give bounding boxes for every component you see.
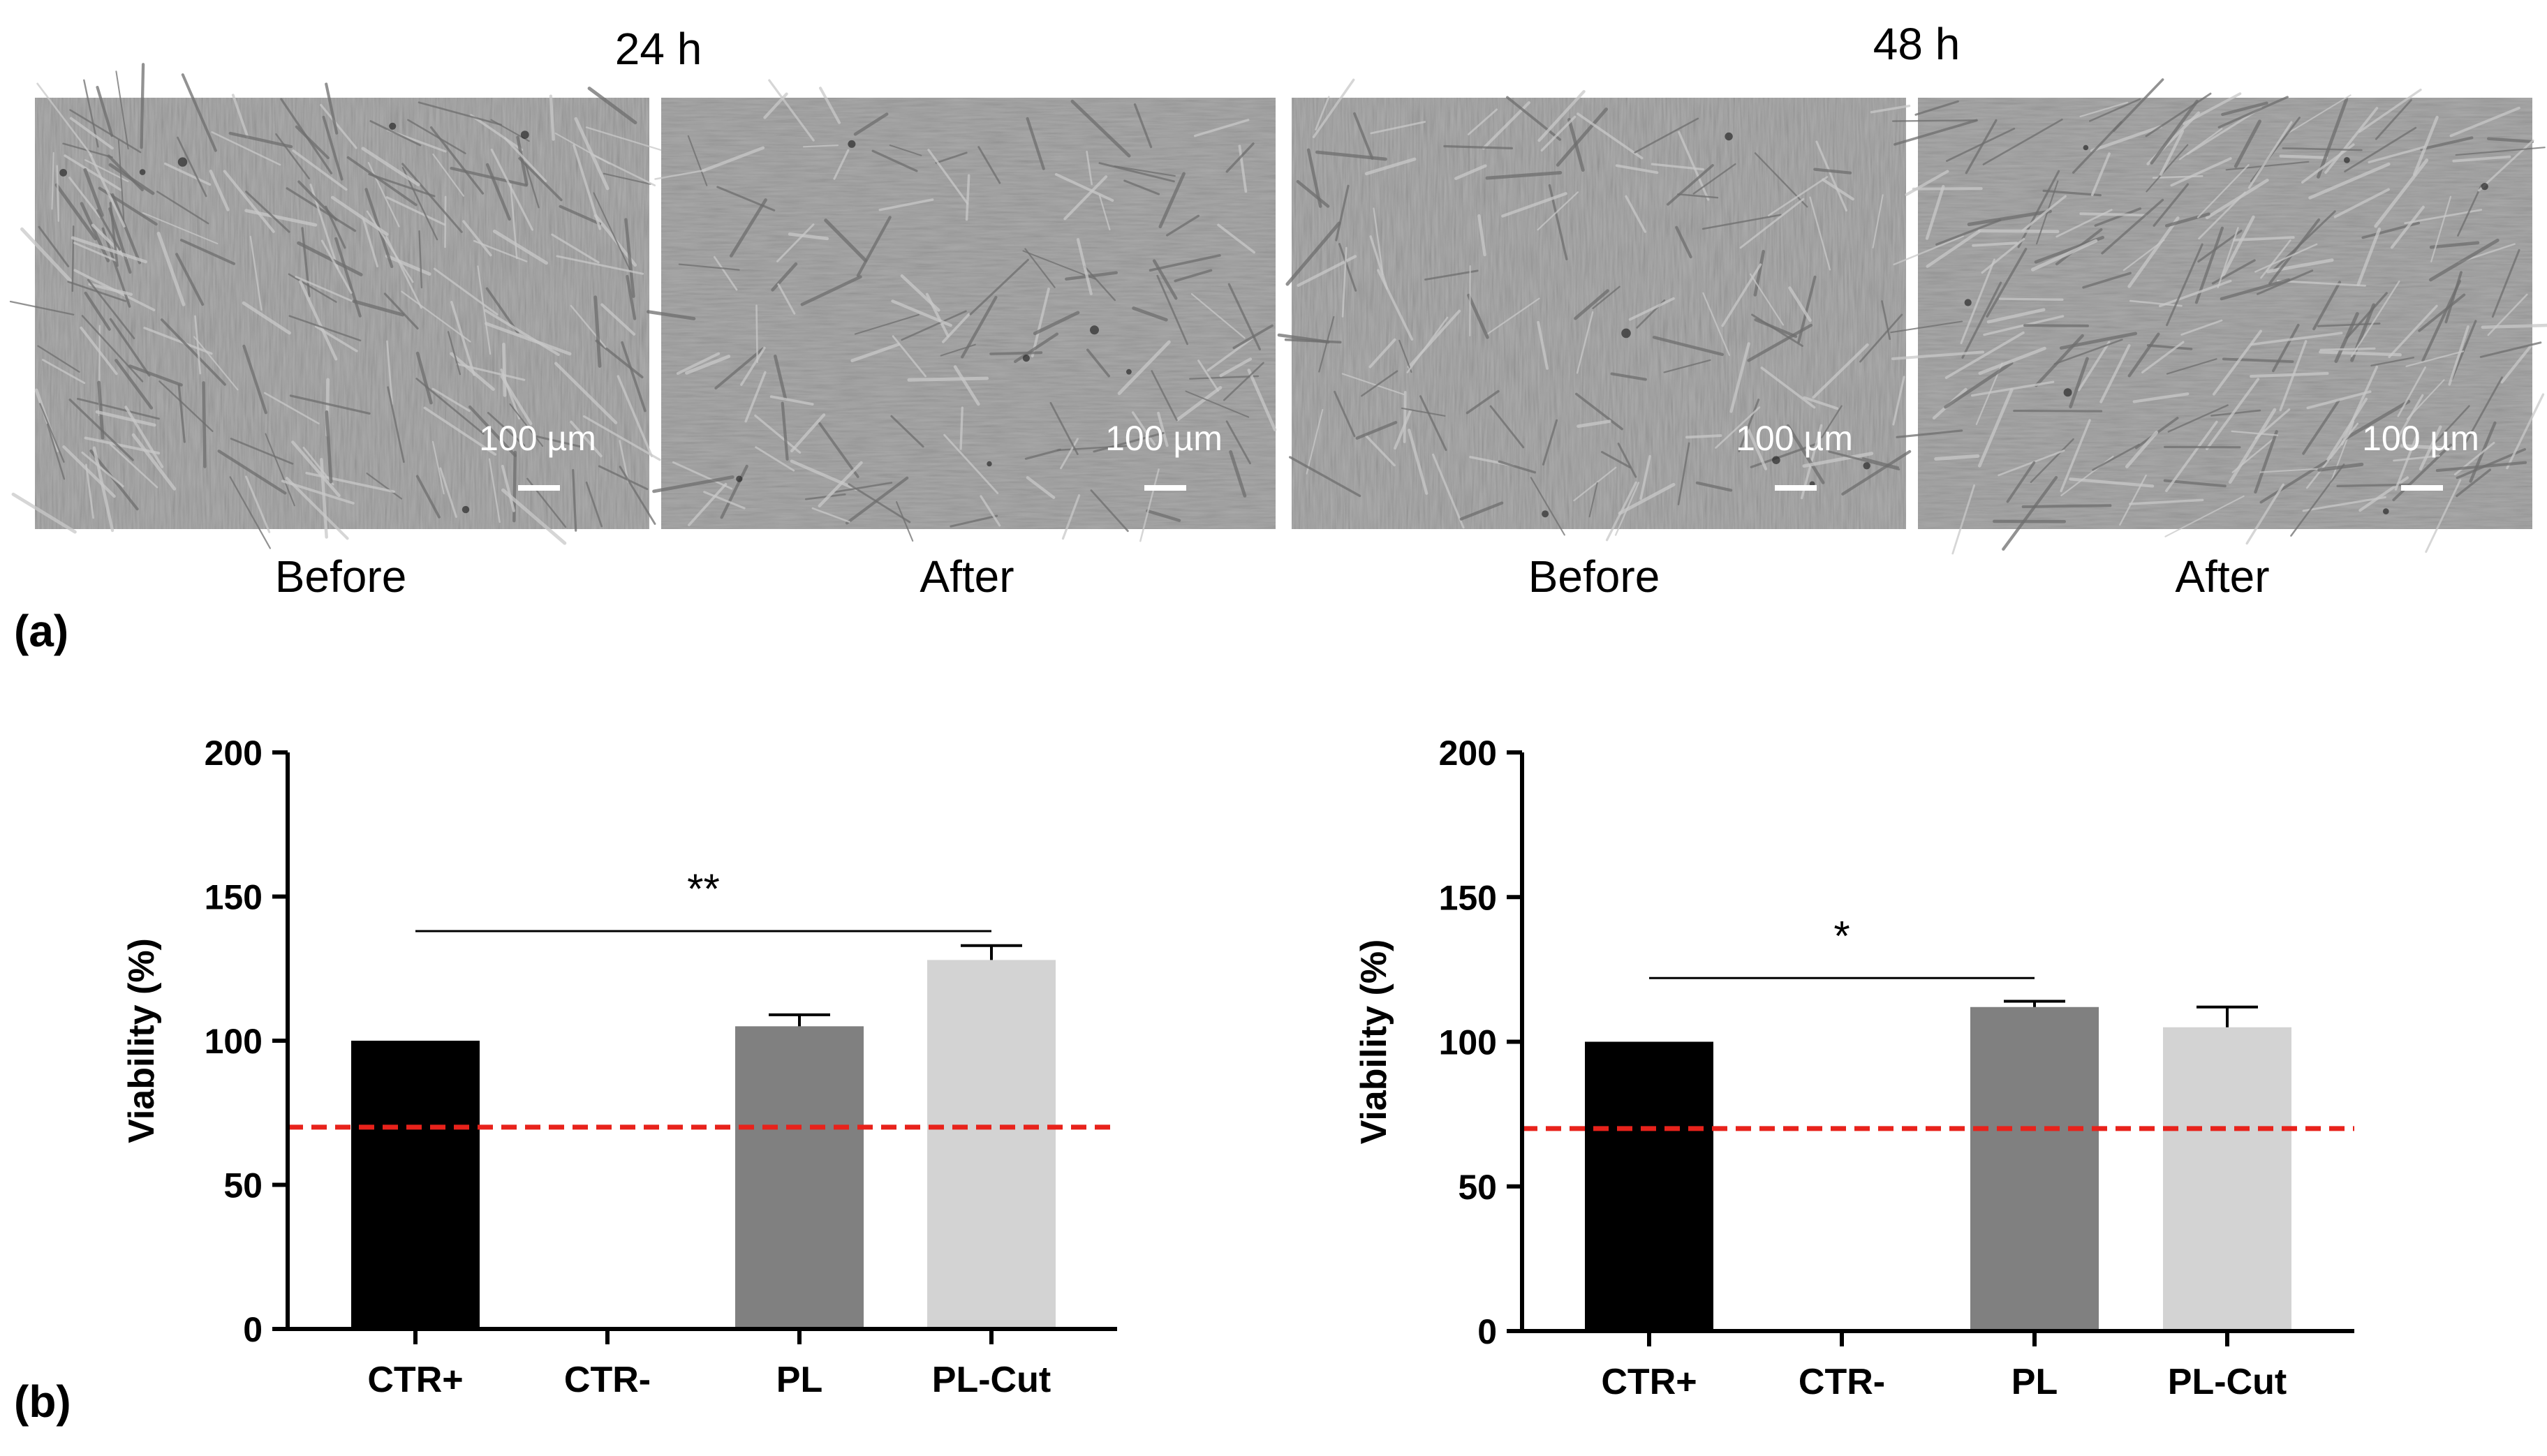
- x-tick-label-ctr+: CTR+: [1601, 1362, 1697, 1402]
- x-tick-label-pl: PL: [776, 1360, 822, 1400]
- panel-b: 0 50 100 150 200 CTR+ CTR- PL PL-Cut Viability (%…: [14, 734, 2354, 1427]
- micrograph-row: 100 µm 100 µm 100 µm 100 µm: [9, 63, 2547, 555]
- x-tick-label-pl: PL: [2011, 1362, 2058, 1402]
- y-tick-label: 150: [205, 878, 263, 917]
- bars: [351, 960, 1056, 1329]
- y-tick-label: 50: [223, 1166, 263, 1205]
- significance-marker: **: [687, 866, 720, 912]
- panel-a: 24 h 48 h 100 µm 100 µm 100 µm 100 µm Befor…: [9, 19, 2547, 656]
- scale-bar: [2401, 485, 2443, 491]
- significance-marker: *: [1833, 912, 1850, 959]
- bar-pl-cut: [2163, 1027, 2291, 1331]
- panel-b-label: (b): [14, 1376, 71, 1427]
- y-tick-label: 50: [1458, 1168, 1497, 1207]
- bar-ctr+: [351, 1041, 480, 1329]
- time-label-24h: 24 h: [615, 24, 702, 74]
- x-tick-label-ctr-: CTR-: [1799, 1362, 1885, 1402]
- bar-pl: [1970, 1006, 2099, 1331]
- micrograph-texture: [35, 98, 649, 529]
- x-tick-label-ctr-: CTR-: [564, 1360, 651, 1400]
- caption-24h-before: Before: [275, 551, 407, 602]
- y-tick-label: 100: [205, 1022, 263, 1061]
- viability-chart-48h: 0 50 100 150 200 CTR+ CTR- PL PL-Cut Viability (%…: [1354, 734, 2354, 1402]
- error-bar-pl: [769, 1013, 830, 1027]
- time-label-48h: 48 h: [1873, 19, 1961, 69]
- x-tick-label-pl-cut: PL-Cut: [932, 1360, 1051, 1400]
- bar-pl: [735, 1026, 864, 1329]
- caption-48h-before: Before: [1528, 551, 1660, 602]
- micrograph-after-24h: 100 µm: [647, 79, 1277, 542]
- y-tick-label: 0: [243, 1310, 263, 1349]
- micrograph-after-48h: 100 µm: [1890, 78, 2547, 555]
- scale-bar-label: 100 µm: [479, 419, 596, 458]
- bar-pl-cut: [927, 960, 1056, 1329]
- x-tick-label-pl-cut: PL-Cut: [2168, 1362, 2287, 1402]
- micrograph-before-48h: 100 µm: [1277, 78, 1912, 542]
- y-tick-label: 200: [205, 734, 263, 773]
- cell-strands: [1890, 78, 2547, 555]
- error-bar-pl-cut: [2197, 1005, 2258, 1027]
- scale-bar: [1775, 485, 1817, 491]
- y-axis-label: Viability (%): [121, 938, 162, 1143]
- scale-bar-label: 100 µm: [1736, 419, 1853, 458]
- bar-ctr+: [1585, 1041, 1713, 1331]
- viability-chart-24h: 0 50 100 150 200 CTR+ CTR- PL PL-Cut Viability (%…: [121, 734, 1117, 1400]
- x-tick-label-ctr+: CTR+: [367, 1360, 463, 1400]
- bars: [1585, 1006, 2291, 1331]
- micrograph-texture: [1292, 98, 1906, 529]
- error-bar-pl: [2004, 1000, 2065, 1007]
- panel-a-label: (a): [14, 606, 68, 656]
- scale-bar: [518, 485, 560, 491]
- y-tick-label: 0: [1477, 1312, 1497, 1351]
- cell-strands: [9, 63, 666, 549]
- cell-strands: [647, 79, 1277, 542]
- y-tick-label: 200: [1439, 734, 1497, 773]
- cell-strands: [1277, 78, 1912, 542]
- y-tick-label: 100: [1439, 1023, 1497, 1062]
- y-axis-label: Viability (%): [1354, 939, 1394, 1145]
- caption-24h-after: After: [920, 551, 1014, 602]
- caption-48h-after: After: [2175, 551, 2269, 602]
- scale-bar-label: 100 µm: [2362, 419, 2479, 458]
- y-tick-label: 150: [1439, 878, 1497, 917]
- scale-bar-label: 100 µm: [1105, 419, 1223, 458]
- scale-bar: [1144, 485, 1186, 491]
- error-bar-pl-cut: [961, 944, 1022, 960]
- micrograph-before-24h: 100 µm: [9, 63, 666, 549]
